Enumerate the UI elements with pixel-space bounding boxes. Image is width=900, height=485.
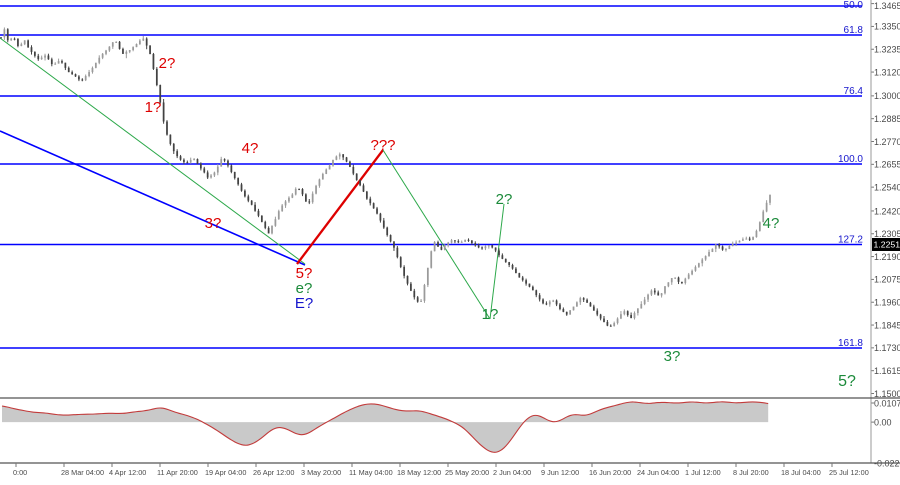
svg-text:3?: 3? — [205, 215, 222, 232]
svg-text:26 Apr 12:00: 26 Apr 12:00 — [253, 468, 294, 477]
svg-text:1.3235: 1.3235 — [874, 45, 900, 55]
svg-text:1.2251: 1.2251 — [874, 239, 900, 249]
svg-text:161.8: 161.8 — [838, 338, 863, 349]
svg-text:1.2190: 1.2190 — [874, 252, 900, 262]
svg-text:1.2420: 1.2420 — [874, 206, 900, 216]
svg-text:1.2655: 1.2655 — [874, 160, 900, 170]
svg-text:28 Mar 04:00: 28 Mar 04:00 — [61, 468, 104, 477]
svg-text:1.3465: 1.3465 — [874, 1, 900, 11]
svg-text:1.1615: 1.1615 — [874, 366, 900, 376]
svg-text:3?: 3? — [664, 348, 681, 365]
svg-text:9 Jun 12:00: 9 Jun 12:00 — [541, 468, 579, 477]
svg-text:1.2305: 1.2305 — [874, 229, 900, 239]
svg-text:11 May 04:00: 11 May 04:00 — [349, 468, 393, 477]
svg-text:0:00: 0:00 — [13, 468, 27, 477]
svg-text:4?: 4? — [242, 140, 259, 157]
svg-text:0.0107: 0.0107 — [874, 398, 900, 408]
svg-text:3 May 20:00: 3 May 20:00 — [301, 468, 341, 477]
svg-text:1.3350: 1.3350 — [874, 22, 900, 32]
svg-text:0.00: 0.00 — [874, 417, 892, 427]
svg-text:1.2075: 1.2075 — [874, 275, 900, 285]
svg-text:25 May 20:00: 25 May 20:00 — [445, 468, 489, 477]
svg-text:1.1845: 1.1845 — [874, 320, 900, 330]
svg-text:???: ??? — [370, 137, 395, 154]
svg-text:50.0: 50.0 — [844, 0, 864, 11]
svg-text:1 Jul 12:00: 1 Jul 12:00 — [685, 468, 721, 477]
svg-text:1.1960: 1.1960 — [874, 298, 900, 308]
svg-text:25 Jul 12:00: 25 Jul 12:00 — [829, 468, 869, 477]
svg-text:1.2885: 1.2885 — [874, 114, 900, 124]
svg-text:11 Apr 20:00: 11 Apr 20:00 — [157, 468, 198, 477]
svg-text:1.3000: 1.3000 — [874, 91, 900, 101]
svg-text:4 Apr 12:00: 4 Apr 12:00 — [109, 468, 146, 477]
svg-text:61.8: 61.8 — [844, 25, 864, 36]
svg-text:16 Jun 20:00: 16 Jun 20:00 — [589, 468, 631, 477]
svg-text:100.0: 100.0 — [838, 154, 863, 165]
svg-text:4?: 4? — [763, 215, 780, 232]
svg-text:18 Jul 04:00: 18 Jul 04:00 — [781, 468, 821, 477]
svg-text:1.2540: 1.2540 — [874, 182, 900, 192]
svg-text:E?: E? — [295, 295, 313, 312]
svg-text:2?: 2? — [159, 55, 176, 72]
svg-text:19 Apr 04:00: 19 Apr 04:00 — [205, 468, 246, 477]
svg-text:8 Jul 20:00: 8 Jul 20:00 — [733, 468, 769, 477]
svg-text:1?: 1? — [482, 306, 499, 323]
svg-text:1?: 1? — [145, 99, 162, 116]
svg-text:1.2770: 1.2770 — [874, 137, 900, 147]
svg-text:2?: 2? — [496, 191, 513, 208]
svg-text:127.2: 127.2 — [838, 235, 863, 246]
svg-text:5?: 5? — [838, 373, 856, 390]
svg-text:1.3120: 1.3120 — [874, 67, 900, 77]
svg-text:1.1500: 1.1500 — [874, 389, 900, 399]
svg-text:24 Jun 04:00: 24 Jun 04:00 — [637, 468, 679, 477]
svg-text:76.4: 76.4 — [844, 86, 864, 97]
svg-text:1.1730: 1.1730 — [874, 343, 900, 353]
svg-text:18 May 12:00: 18 May 12:00 — [397, 468, 441, 477]
svg-text:2 Jun 04:00: 2 Jun 04:00 — [493, 468, 531, 477]
